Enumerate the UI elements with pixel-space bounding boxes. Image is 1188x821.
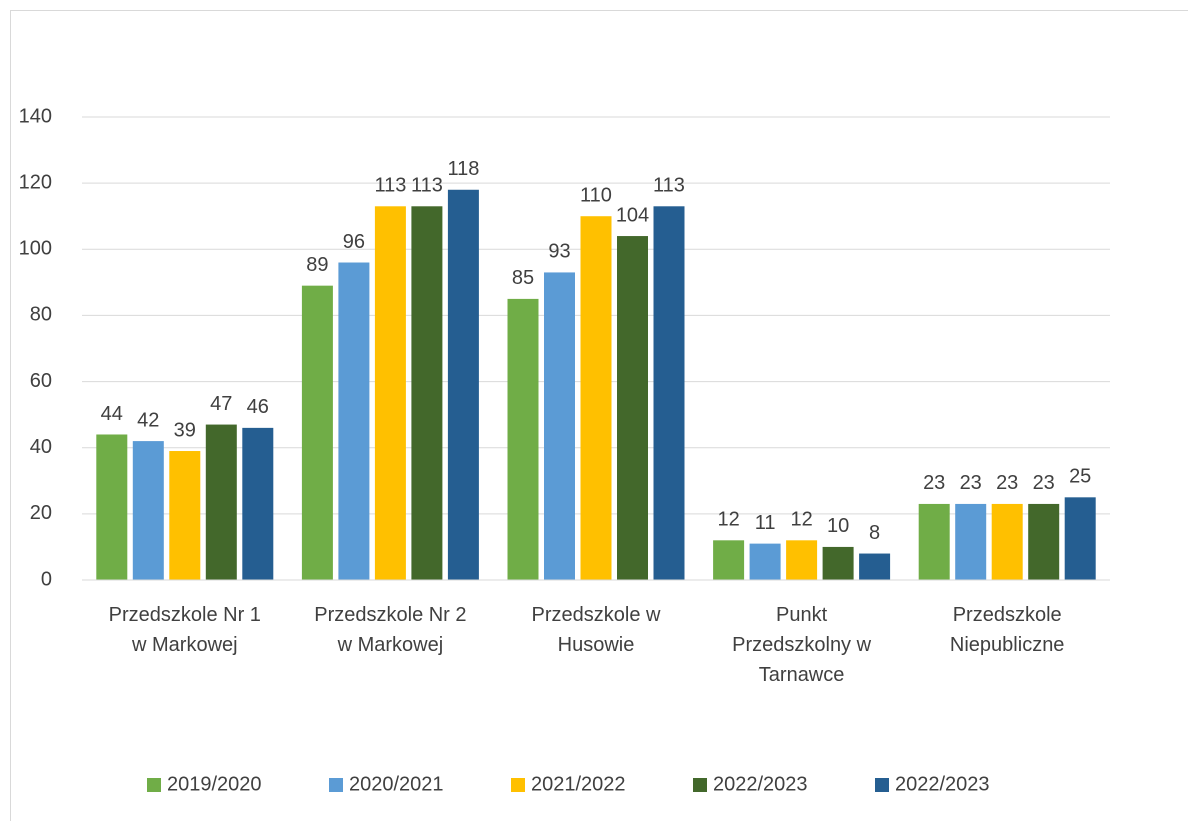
bar <box>411 206 443 581</box>
data-label: 44 <box>101 403 123 425</box>
bar <box>991 503 1023 580</box>
legend-swatch <box>329 778 343 792</box>
bar <box>544 272 575 580</box>
data-label: 89 <box>306 254 328 276</box>
bar <box>653 206 685 581</box>
y-tick-label: 60 <box>30 370 52 392</box>
bar <box>301 285 333 580</box>
chart-border <box>10 10 1188 821</box>
bar <box>859 553 891 580</box>
y-tick-label: 80 <box>30 304 52 326</box>
bar <box>617 236 648 581</box>
y-tick-label: 0 <box>41 568 52 590</box>
data-label: 46 <box>247 396 269 418</box>
data-label: 113 <box>374 175 406 197</box>
data-label: 113 <box>411 175 443 197</box>
legend-swatch <box>693 778 707 792</box>
legend-label: 2022/2023 <box>713 773 808 795</box>
data-label: 11 <box>755 512 776 534</box>
bar <box>1028 503 1060 580</box>
data-label: 23 <box>960 472 982 494</box>
data-label: 8 <box>869 522 880 544</box>
x-tick-label: Przedszkole Nr 1 w Markowej <box>108 604 261 656</box>
bar <box>580 216 612 580</box>
bar <box>822 546 854 580</box>
x-tick-label: Punkt Przedszkolny w Tarnawce <box>732 604 872 686</box>
legend-swatch <box>147 778 161 792</box>
bar <box>1064 497 1096 580</box>
bar <box>96 434 128 580</box>
bar <box>955 503 987 580</box>
data-label: 12 <box>790 509 812 531</box>
y-tick-label: 140 <box>19 105 52 127</box>
bar <box>374 206 406 581</box>
data-label: 25 <box>1069 466 1091 488</box>
x-tick-label: Przedszkole Niepubliczne <box>949 604 1065 656</box>
bar <box>749 543 781 580</box>
legend-label: 2019/2020 <box>167 773 262 795</box>
y-tick-label: 40 <box>30 436 52 458</box>
bar <box>338 262 370 580</box>
data-label: 93 <box>548 241 570 263</box>
data-label: 47 <box>210 393 232 415</box>
data-label: 96 <box>343 231 365 253</box>
bar <box>205 424 237 580</box>
data-label: 23 <box>996 472 1018 494</box>
legend-swatch <box>511 778 525 792</box>
bar <box>132 441 164 580</box>
bar <box>169 451 201 580</box>
bar <box>507 298 539 580</box>
data-label: 10 <box>827 515 849 537</box>
y-tick-label: 20 <box>30 502 52 524</box>
data-label: 23 <box>923 472 945 494</box>
x-tick-label: Przedszkole Nr 2 w Markowej <box>314 604 467 656</box>
data-label: 104 <box>616 204 649 226</box>
data-label: 85 <box>512 267 534 289</box>
data-label: 42 <box>137 409 159 431</box>
legend-label: 2021/2022 <box>531 773 626 795</box>
data-label: 110 <box>580 184 612 206</box>
data-label: 23 <box>1033 472 1055 494</box>
y-tick-label: 120 <box>19 171 52 193</box>
bar <box>242 427 274 580</box>
bar <box>447 189 479 580</box>
data-label: 113 <box>653 175 685 197</box>
y-tick-label: 100 <box>19 238 52 260</box>
bar <box>918 503 950 580</box>
bar <box>786 540 818 580</box>
legend-label: 2022/2023 <box>895 773 990 795</box>
data-label: 12 <box>717 509 739 531</box>
bar <box>713 540 745 580</box>
data-label: 118 <box>447 158 479 180</box>
data-label: 39 <box>174 419 196 441</box>
legend-swatch <box>875 778 889 792</box>
legend-label: 2020/2021 <box>349 773 444 795</box>
x-tick-label: Przedszkole w Husowie <box>531 604 661 656</box>
